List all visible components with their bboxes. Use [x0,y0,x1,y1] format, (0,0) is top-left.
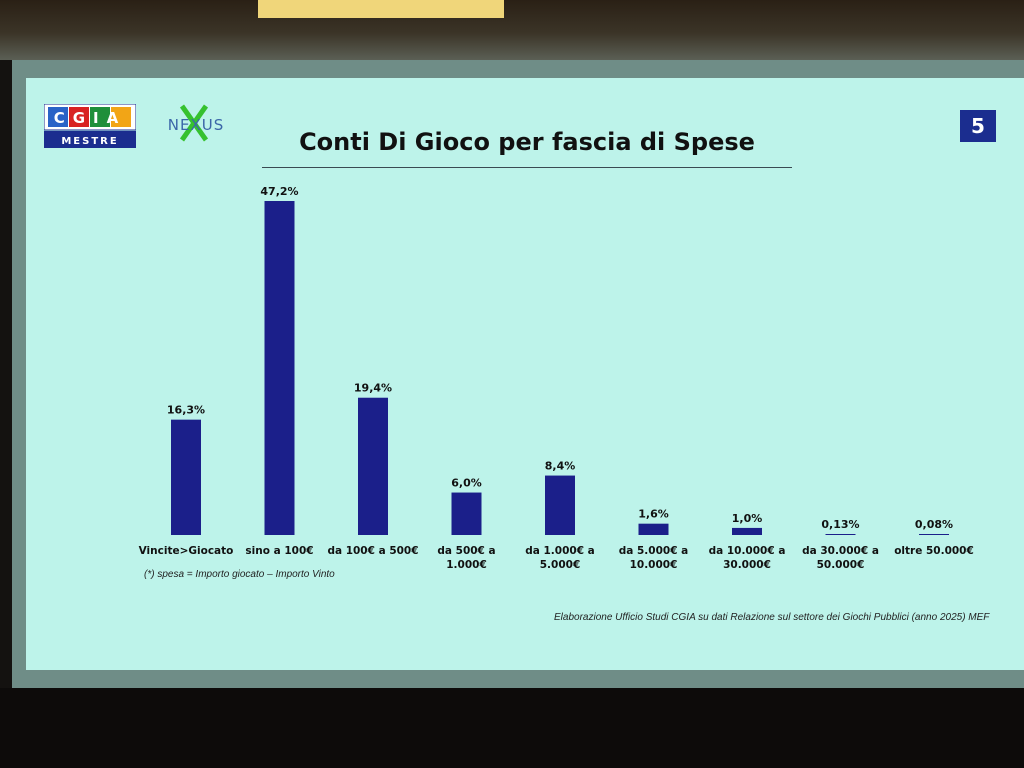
category-label-6-line-2: 10.000€ [630,559,678,571]
category-label-8-line-1: da 30.000€ a [802,545,879,557]
category-label-6-line-1: da 5.000€ a [619,545,689,557]
category-label-1: Vincite>Giocato [139,545,234,557]
page-number: 5 [960,110,996,142]
category-label-8-line-2: 50.000€ [817,559,865,571]
room-floor-shadow [0,688,1024,768]
category-label-7-line-2: 30.000€ [723,559,771,571]
data-label-7: 1,0% [732,512,763,525]
bar-8 [825,534,856,535]
data-label-6: 1,6% [638,508,669,521]
room-wall [0,0,1024,60]
ceiling-light [258,0,504,18]
category-label-4-line-1: da 500€ a [437,545,495,557]
bar-2 [264,201,295,535]
bar-5 [545,475,575,535]
category-label-9: oltre 50.000€ [894,545,974,557]
bar-1 [171,419,201,535]
bar-4 [451,492,482,535]
category-label-2: sino a 100€ [245,545,313,557]
category-label-5-line-2: 5.000€ [540,559,581,571]
nexus-logo-text: NEXUS [168,116,224,134]
bar-7 [732,527,762,535]
category-label-3: da 100€ a 500€ [327,545,418,557]
title-underline [262,167,792,168]
source-note: Elaborazione Ufficio Studi CGIA su dati … [554,612,990,623]
cgia-logo-letters: CGIA [54,109,127,127]
category-label-5-line-1: da 1.000€ a [525,545,595,557]
bar-9 [919,534,949,535]
slide-title: Conti Di Gioco per fascia di Spese [299,128,755,156]
data-label-3: 19,4% [354,382,392,395]
bar-6 [638,523,669,535]
bar-chart: 16,3% Vincite>Giocato 47,2% sino a 100€ 19,4… [139,185,974,571]
cgia-logo-subtitle: MESTRE [61,136,118,147]
category-label-4-line-2: 1.000€ [446,559,487,571]
chart-footnote: (*) spesa = Importo giocato – Importo Vi… [144,569,335,580]
data-label-2: 47,2% [260,185,298,198]
data-label-4: 6,0% [451,477,482,490]
data-label-5: 8,4% [545,460,576,473]
category-label-7-line-1: da 10.000€ a [709,545,786,557]
nexus-logo: NEXUS [168,104,224,142]
bar-3 [358,397,388,535]
data-label-1: 16,3% [167,404,205,417]
presentation-slide: CGIA MESTRE NEXUS 5 Conti Di Gioco per f… [26,78,1024,670]
data-label-9: 0,08% [915,518,953,531]
data-label-8: 0,13% [821,518,859,531]
cgia-logo: CGIA MESTRE [44,104,136,148]
